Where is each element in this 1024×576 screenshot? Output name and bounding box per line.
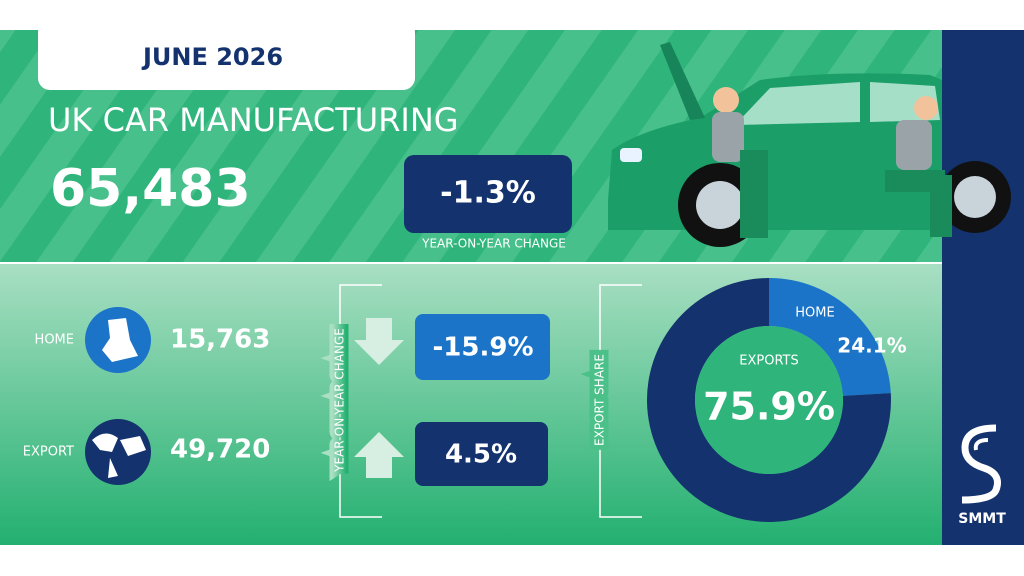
segment-name: EXPORTS xyxy=(739,354,798,369)
row-change: -15.9% xyxy=(433,333,534,363)
car-illustration xyxy=(608,42,1011,247)
change-box xyxy=(415,314,550,380)
side-strip xyxy=(942,30,1024,545)
donut-segment xyxy=(647,278,891,523)
segment-label: 75.9% xyxy=(703,385,835,429)
donut-segment xyxy=(769,278,891,396)
donut-hole xyxy=(695,326,843,474)
world-map xyxy=(92,433,146,478)
title: UK CAR MANUFACTURING xyxy=(48,101,459,139)
date: JUNE 2026 xyxy=(141,43,283,71)
logo-text: SMMT xyxy=(958,511,1006,527)
segment-name: HOME xyxy=(795,306,834,321)
date-box xyxy=(38,20,415,90)
donut xyxy=(647,278,891,523)
total: 65,483 xyxy=(50,159,251,219)
change-label: YEAR-ON-YEAR CHANGE xyxy=(421,237,566,251)
axis-label: EXPORT SHARE xyxy=(593,354,607,446)
uk-map xyxy=(102,318,138,362)
row-label: EXPORT xyxy=(23,445,74,460)
smmt-logo xyxy=(961,424,1001,504)
segment-label: 24.1% xyxy=(837,334,906,358)
row-label: HOME xyxy=(35,333,74,348)
row-change: 4.5% xyxy=(445,440,517,470)
axis-label: YEAR-ON-YEAR CHANGE xyxy=(333,328,347,473)
change: -1.3% xyxy=(440,176,536,211)
export-icon xyxy=(85,419,151,485)
row-value: 15,763 xyxy=(170,325,270,355)
change-box xyxy=(404,155,572,233)
up-arrow xyxy=(354,432,404,478)
down-arrow xyxy=(354,318,404,365)
bracket xyxy=(339,284,382,518)
change-box xyxy=(415,422,548,486)
row-value: 49,720 xyxy=(170,435,270,465)
bracket xyxy=(599,284,642,518)
